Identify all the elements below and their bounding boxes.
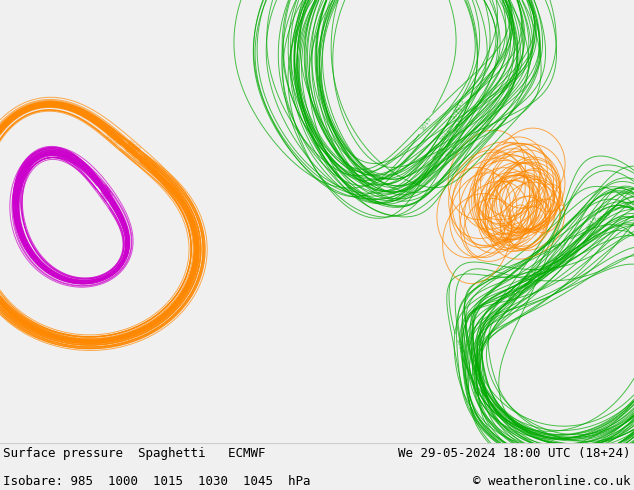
Text: 1000: 1000 <box>126 139 141 153</box>
Text: 1015: 1015 <box>439 128 453 143</box>
Text: 1000: 1000 <box>103 134 118 147</box>
Text: 1015: 1015 <box>420 116 432 131</box>
Text: 1015: 1015 <box>522 269 538 282</box>
Text: 985: 985 <box>100 188 112 200</box>
Text: 1015: 1015 <box>597 211 612 223</box>
Text: 1000: 1000 <box>124 141 138 155</box>
Text: 1015: 1015 <box>453 118 464 134</box>
Text: We 29-05-2024 18:00 UTC (18+24): We 29-05-2024 18:00 UTC (18+24) <box>398 447 631 460</box>
Text: 985: 985 <box>101 184 112 196</box>
Text: 1015: 1015 <box>585 215 598 230</box>
Text: 1000: 1000 <box>517 226 531 241</box>
Text: 1015: 1015 <box>450 106 464 121</box>
Text: 1000: 1000 <box>492 148 502 164</box>
Text: 1000: 1000 <box>533 196 544 212</box>
Text: 985: 985 <box>98 188 109 200</box>
Text: Isobare: 985  1000  1015  1030  1045  hPa: Isobare: 985 1000 1015 1030 1045 hPa <box>3 475 311 488</box>
Text: 1015: 1015 <box>507 289 523 302</box>
Text: 1000: 1000 <box>123 147 138 161</box>
Text: 1000: 1000 <box>532 221 545 237</box>
Text: 1000: 1000 <box>122 145 137 159</box>
Text: 1000: 1000 <box>475 160 488 175</box>
Text: 1015: 1015 <box>432 146 446 161</box>
Text: 1000: 1000 <box>529 213 544 227</box>
Text: 1000: 1000 <box>126 141 141 155</box>
Text: 1015: 1015 <box>454 338 463 354</box>
Text: 1015: 1015 <box>536 265 552 278</box>
Text: 1015: 1015 <box>453 98 465 113</box>
Text: 985: 985 <box>103 187 113 199</box>
Text: 1015: 1015 <box>444 145 459 159</box>
Text: 1000: 1000 <box>477 166 489 182</box>
Text: 985: 985 <box>100 182 111 195</box>
Text: Surface pressure  Spaghetti   ECMWF: Surface pressure Spaghetti ECMWF <box>3 447 266 460</box>
Text: 1015: 1015 <box>552 239 567 251</box>
Text: 985: 985 <box>100 184 110 196</box>
Text: © weatheronline.co.uk: © weatheronline.co.uk <box>474 475 631 488</box>
Text: 985: 985 <box>97 192 108 205</box>
Text: 1000: 1000 <box>124 140 139 154</box>
